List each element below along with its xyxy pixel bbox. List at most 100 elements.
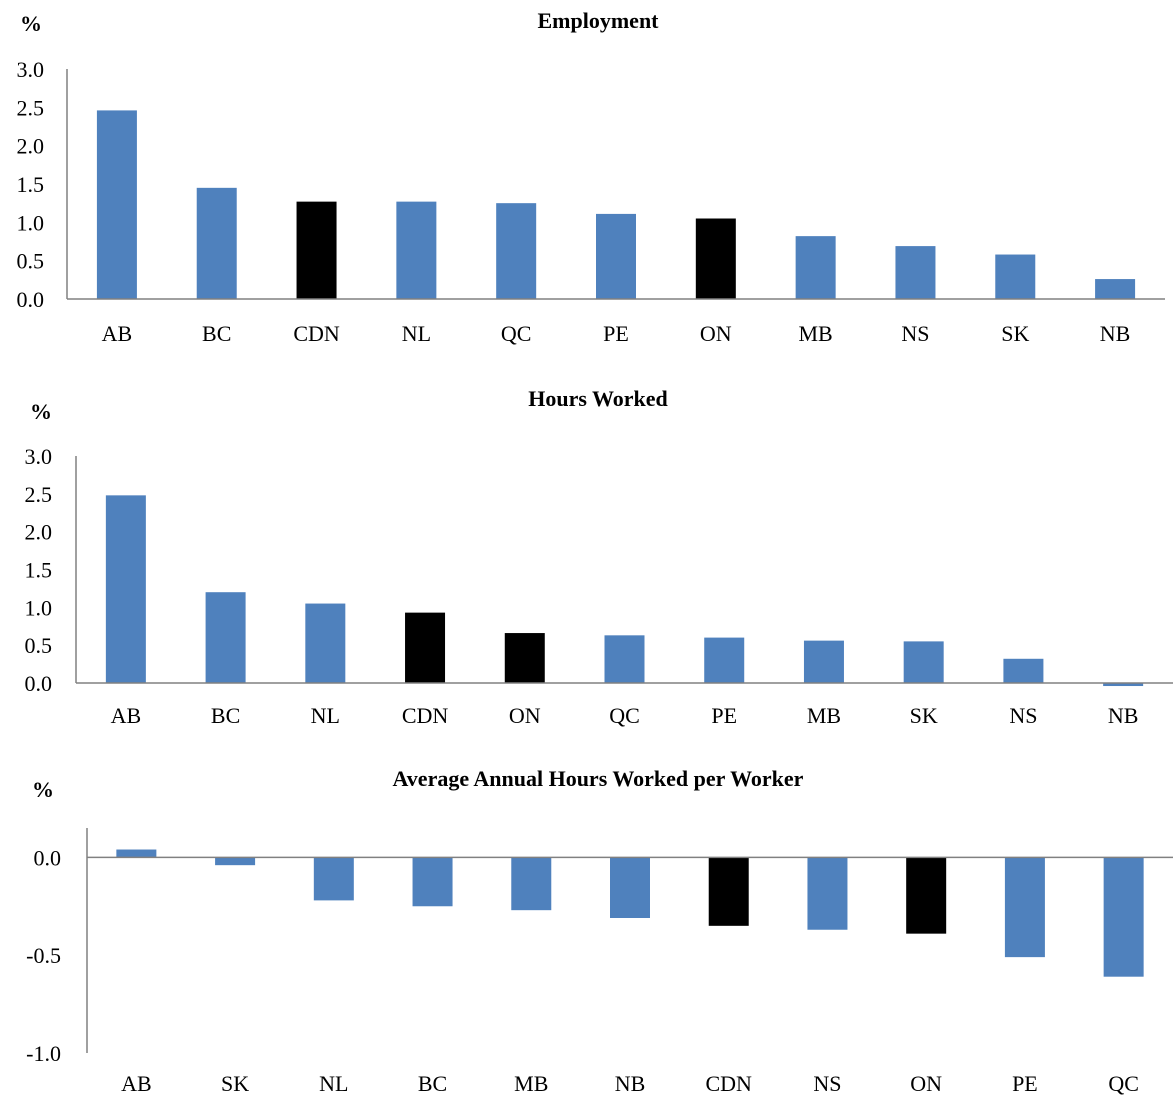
- avg-hours-category-label: SK: [221, 1071, 249, 1096]
- employment-bar-sk: [995, 254, 1036, 299]
- hours-worked-bar-qc: [604, 635, 645, 683]
- avg-hours-y-tick-label: -1.0: [26, 1041, 61, 1066]
- avg-hours-category-label: CDN: [706, 1071, 753, 1096]
- hours-worked-y-tick-label: 0.5: [25, 633, 53, 658]
- avg-hours-bar-nb: [610, 857, 650, 918]
- hours-worked-title: Hours Worked: [528, 386, 668, 411]
- hours-worked-category-label: NS: [1009, 703, 1037, 728]
- employment-bars: [96, 110, 1136, 300]
- employment-bar-qc: [496, 203, 537, 299]
- hours-worked-bar-ns: [1003, 658, 1044, 683]
- hours-worked-bar-bc: [205, 592, 246, 683]
- employment-y-tick-label: 2.0: [17, 134, 45, 159]
- avg-hours-bar-mb: [511, 857, 552, 911]
- employment-category-label: SK: [1001, 321, 1029, 346]
- employment-y-unit: %: [20, 11, 42, 36]
- employment-y-ticks: 3.0 2.5 2.0 1.5 1.0 0.5 0.0: [17, 57, 45, 312]
- avg-hours-per-worker-chart: % Average Annual Hours Worked per Worker…: [26, 766, 1173, 1096]
- hours-worked-category-label: NL: [311, 703, 340, 728]
- hours-worked-bar-pe: [704, 637, 745, 683]
- avg-hours-bar-on: [906, 857, 947, 934]
- avg-hours-category-label: NS: [813, 1071, 841, 1096]
- avg-hours-y-tick-label: 0.0: [34, 845, 62, 870]
- employment-bar-nb: [1095, 279, 1136, 299]
- hours-worked-bars: [105, 495, 1144, 687]
- employment-category-label: NS: [901, 321, 929, 346]
- avg-hours-category-label: MB: [514, 1071, 548, 1096]
- hours-worked-y-tick-label: 1.0: [25, 595, 53, 620]
- employment-bar-bc: [196, 187, 237, 299]
- hours-worked-y-tick-label: 2.5: [25, 482, 53, 507]
- hours-worked-category-label: AB: [111, 703, 142, 728]
- employment-category-label: NL: [402, 321, 431, 346]
- hours-worked-bar-nb: [1103, 683, 1144, 687]
- hours-worked-chart: % Hours Worked 3.0 2.5 2.0 1.5 1.0 0.5 0.0 AB B…: [25, 386, 1173, 728]
- avg-hours-bar-bc: [412, 857, 453, 907]
- employment-title: Employment: [538, 8, 660, 33]
- hours-worked-bar-mb: [803, 640, 844, 683]
- hours-worked-bar-sk: [903, 641, 944, 683]
- employment-y-tick-label: 2.5: [17, 95, 45, 120]
- employment-category-label: CDN: [293, 321, 340, 346]
- avg-hours-title: Average Annual Hours Worked per Worker: [393, 766, 804, 791]
- employment-y-tick-label: 1.0: [17, 210, 45, 235]
- hours-worked-bar-cdn: [405, 612, 446, 683]
- employment-category-label: BC: [202, 321, 231, 346]
- hours-worked-category-label: ON: [509, 703, 541, 728]
- hours-worked-category-label: SK: [910, 703, 938, 728]
- avg-hours-y-ticks: 0.0 -0.5 -1.0: [26, 845, 61, 1066]
- employment-y-tick-label: 3.0: [17, 57, 45, 82]
- avg-hours-bar-ab: [116, 849, 157, 858]
- avg-hours-categories: AB SK NL BC MB NB CDN NS ON PE QC: [121, 1071, 1139, 1096]
- avg-hours-bar-cdn: [708, 857, 749, 926]
- employment-axes: [66, 69, 1165, 300]
- hours-worked-bar-ab: [105, 495, 146, 683]
- avg-hours-category-label: AB: [121, 1071, 152, 1096]
- hours-worked-category-label: QC: [609, 703, 640, 728]
- hours-worked-y-tick-label: 0.0: [25, 671, 53, 696]
- hours-worked-y-ticks: 3.0 2.5 2.0 1.5 1.0 0.5 0.0: [25, 444, 53, 696]
- avg-hours-category-label: NL: [319, 1071, 348, 1096]
- hours-worked-axes: [75, 456, 1173, 684]
- avg-hours-y-tick-label: -0.5: [26, 943, 61, 968]
- avg-hours-bar-sk: [215, 857, 256, 866]
- avg-hours-bar-nl: [313, 857, 354, 901]
- hours-worked-y-tick-label: 2.0: [25, 520, 53, 545]
- avg-hours-category-label: NB: [615, 1071, 646, 1096]
- employment-chart: % Employment 3.0 2.5 2.0 1.5 1.0 0.5 0.0 AB BC C…: [17, 8, 1165, 346]
- hours-worked-bar-on: [504, 633, 545, 683]
- hours-worked-bar-nl: [305, 603, 346, 683]
- avg-hours-y-unit: %: [32, 777, 54, 802]
- employment-bar-ns: [895, 246, 936, 299]
- employment-bar-mb: [795, 236, 836, 299]
- hours-worked-categories: AB BC NL CDN ON QC PE MB SK NS NB: [111, 703, 1139, 728]
- hours-worked-category-label: PE: [711, 703, 737, 728]
- employment-bar-nl: [396, 201, 437, 299]
- hours-worked-category-label: NB: [1108, 703, 1139, 728]
- employment-bar-ab: [96, 110, 137, 300]
- employment-y-tick-label: 0.5: [17, 249, 45, 274]
- hours-worked-y-tick-label: 1.5: [25, 558, 53, 583]
- avg-hours-bars: [116, 849, 1144, 977]
- avg-hours-bar-qc: [1103, 857, 1144, 977]
- hours-worked-y-tick-label: 3.0: [25, 444, 53, 469]
- hours-worked-category-label: CDN: [402, 703, 449, 728]
- hours-worked-category-label: MB: [807, 703, 841, 728]
- employment-bar-pe: [596, 213, 636, 299]
- employment-y-tick-label: 1.5: [17, 172, 45, 197]
- hours-worked-category-label: BC: [211, 703, 240, 728]
- employment-category-label: PE: [603, 321, 629, 346]
- employment-categories: AB BC CDN NL QC PE ON MB NS SK NB: [102, 321, 1131, 346]
- employment-y-tick-label: 0.0: [17, 287, 45, 312]
- avg-hours-axes: [86, 828, 1173, 1053]
- employment-bar-cdn: [296, 201, 337, 299]
- employment-category-label: NB: [1100, 321, 1131, 346]
- avg-hours-bar-ns: [807, 857, 848, 930]
- avg-hours-category-label: PE: [1012, 1071, 1038, 1096]
- avg-hours-category-label: BC: [418, 1071, 447, 1096]
- employment-bar-on: [695, 218, 736, 299]
- employment-category-label: QC: [501, 321, 532, 346]
- employment-category-label: MB: [799, 321, 833, 346]
- employment-category-label: ON: [700, 321, 732, 346]
